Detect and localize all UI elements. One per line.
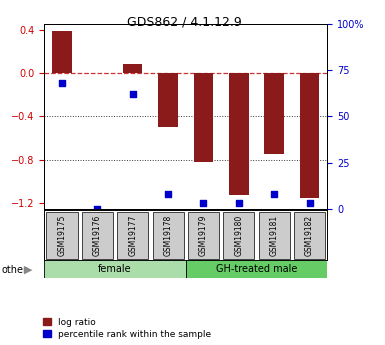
Bar [259,212,290,259]
Bar [123,64,142,73]
Point [130,91,136,97]
Bar [44,260,186,278]
Text: GH-treated male: GH-treated male [216,264,297,274]
Bar [294,212,325,259]
Bar [188,212,219,259]
Text: GSM19178: GSM19178 [164,215,172,256]
Text: GSM19175: GSM19175 [57,215,67,256]
Bar [82,212,113,259]
Point [271,191,277,197]
Bar [52,31,72,73]
Bar [300,73,319,198]
Text: ▶: ▶ [24,265,32,275]
Bar [223,212,254,259]
Legend: log ratio, percentile rank within the sample: log ratio, percentile rank within the sa… [43,318,211,339]
Bar [158,73,178,127]
Text: GSM19179: GSM19179 [199,215,208,256]
Bar [152,212,184,259]
Bar [47,212,77,259]
Text: GSM19182: GSM19182 [305,215,314,256]
Point [59,80,65,86]
Text: GSM19177: GSM19177 [128,215,137,256]
Text: female: female [98,264,132,274]
Bar [229,73,249,195]
Bar [194,73,213,162]
Bar [186,260,327,278]
Text: GSM19180: GSM19180 [234,215,243,256]
Text: GSM19181: GSM19181 [270,215,279,256]
Text: other: other [2,265,28,275]
Point [236,200,242,206]
Bar [264,73,284,155]
Bar [117,212,148,259]
Point [306,200,313,206]
Point [200,200,206,206]
Point [94,206,100,211]
Point [165,191,171,197]
Text: GSM19176: GSM19176 [93,215,102,256]
Text: GDS862 / 4.1.12.9: GDS862 / 4.1.12.9 [127,16,242,29]
